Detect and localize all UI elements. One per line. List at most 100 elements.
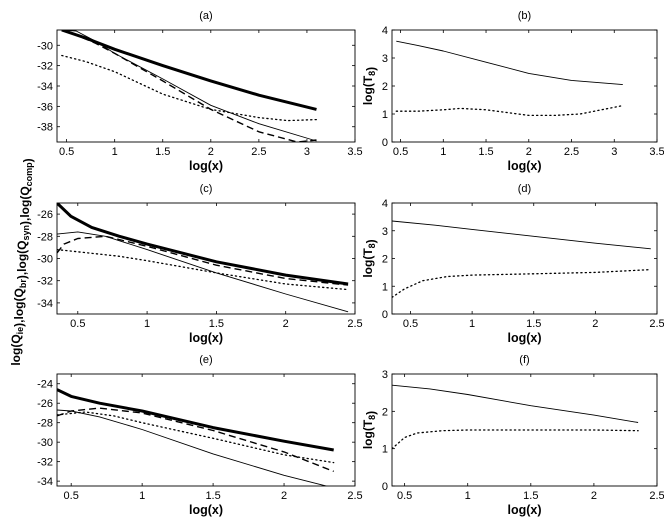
series-dashed-line	[57, 235, 349, 286]
x-axis-label: log(x)	[189, 159, 223, 173]
y-axis-label: log(T8)	[361, 411, 378, 449]
shared-y-axis-label: log(Qie),log(Qbr),log(Qsyn),log(Qcomp)	[9, 158, 35, 365]
x-axis-label: log(x)	[189, 503, 223, 517]
x-tick-label: 1	[465, 490, 471, 502]
y-tick-label: -34	[37, 81, 53, 93]
x-axis-label: log(x)	[507, 331, 541, 345]
x-tick-label: 2	[591, 490, 597, 502]
x-tick-label: 1.5	[526, 318, 541, 330]
series-thick-line	[61, 30, 317, 111]
panel-title: (e)	[199, 354, 212, 366]
y-tick-label: 0	[382, 481, 388, 493]
y-tick-label: 1	[382, 281, 388, 293]
plot-frame	[56, 373, 356, 487]
plot-frame	[391, 373, 658, 487]
panel-6: 0.5 1 1.5 2 2.5 0 1 2 3 (f) log(x) log(T8)	[361, 354, 664, 517]
plot-frame	[391, 202, 658, 315]
panel-title: (c)	[200, 183, 213, 195]
y-tick-label: -32	[37, 61, 53, 73]
x-tick-label: 3	[304, 146, 310, 158]
x-tick-label: 1.5	[209, 318, 224, 330]
y-tick-label: 4	[382, 25, 388, 37]
x-tick-label: 2	[281, 490, 287, 502]
series-dotted-line	[392, 429, 639, 450]
y-tick-label: 2	[382, 254, 388, 266]
y-tick-label: 3	[382, 226, 388, 238]
y-tick-label: -34	[37, 298, 53, 310]
x-tick-label: 1	[440, 146, 446, 158]
x-tick-label: 1.5	[205, 490, 220, 502]
y-tick-label: 3	[382, 53, 388, 65]
y-tick-label: 2	[382, 81, 388, 93]
y-tick-label: -38	[37, 122, 53, 134]
x-tick-label: 2.5	[649, 318, 664, 330]
panel-title: (a)	[199, 10, 212, 22]
series-thin-line	[392, 384, 639, 423]
y-tick-label: 3	[382, 369, 388, 381]
y-tick-label: -34	[37, 476, 53, 488]
x-tick-label: 0.5	[397, 490, 412, 502]
x-tick-label: 3.5	[649, 146, 664, 158]
panel-5: 0.5 1 1.5 2 2.5 -24 -26 -28 -30 -32 -34 (e) log(x)	[37, 354, 363, 517]
series-dashed-line	[57, 407, 334, 473]
y-tick-label: 0	[382, 309, 388, 321]
x-tick-label: 3.5	[347, 146, 362, 158]
panel-title: (b)	[518, 10, 531, 22]
series-thin-line	[396, 40, 623, 86]
y-tick-label: -24	[37, 379, 53, 391]
x-tick-label: 0.5	[393, 146, 408, 158]
y-tick-label: 1	[382, 444, 388, 456]
series-thin-line	[392, 220, 651, 250]
x-tick-label: 3	[611, 146, 617, 158]
y-tick-label: 0	[382, 137, 388, 149]
x-tick-label: 1.5	[523, 490, 538, 502]
x-tick-label: 2	[283, 318, 289, 330]
series-dotted-line	[57, 248, 349, 291]
panel-4: 0.5 1 1.5 2 2.5 0 1 2 3 4 (d) log(x) log(T8)	[361, 183, 664, 345]
y-axis-label: log(T8)	[361, 67, 378, 105]
x-tick-label: 2.5	[347, 490, 362, 502]
series-thin-line	[61, 30, 317, 142]
x-tick-label: 1	[139, 490, 145, 502]
x-tick-label: 1.5	[478, 146, 493, 158]
plot-frame	[391, 29, 658, 143]
x-tick-label: 2.5	[251, 146, 266, 158]
y-tick-label: -30	[37, 254, 53, 266]
x-axis-label: log(x)	[507, 159, 541, 173]
series-thin-line	[57, 231, 349, 313]
y-tick-label: -32	[37, 276, 53, 288]
series-thick-line	[57, 203, 349, 286]
panel-title: (d)	[518, 183, 531, 195]
x-tick-label: 1	[469, 318, 475, 330]
x-tick-label: 2	[526, 146, 532, 158]
x-tick-label: 0.5	[64, 490, 79, 502]
y-tick-label: 2	[382, 406, 388, 418]
y-tick-label: -30	[37, 437, 53, 449]
series-dotted-line	[392, 268, 652, 299]
y-tick-label: -28	[37, 231, 53, 243]
panel-title: (f)	[519, 354, 529, 366]
y-tick-label: -30	[37, 40, 53, 52]
series-thick-line	[57, 388, 334, 452]
y-tick-label: 4	[382, 198, 388, 210]
y-tick-label: 1	[382, 109, 388, 121]
series-thin-line	[57, 409, 329, 486]
y-tick-label: -26	[37, 209, 53, 221]
x-tick-label: 2	[208, 146, 214, 158]
y-tick-label: -28	[37, 418, 53, 430]
panel-1: 0.5 1 1.5 2 2.5 3 3.5 -30 -32 -34 -36 -38 (a) log(x)	[37, 10, 363, 173]
series-dotted-line	[61, 54, 318, 122]
panel-3: 0.5 1 1.5 2 2.5 -26 -28 -30 -32 -34 (c) log(x)	[37, 183, 363, 345]
x-tick-label: 0.5	[403, 318, 418, 330]
y-tick-label: -32	[37, 457, 53, 469]
plots-layer: 0.5 1 1.5 2 2.5 3 3.5-30-32-34-36-38(a)log(x)0…	[37, 10, 664, 517]
x-tick-label: 2.5	[347, 318, 362, 330]
y-tick-label: -26	[37, 398, 53, 410]
x-axis-label: log(x)	[189, 331, 223, 345]
y-axis-label: log(T8)	[361, 239, 378, 277]
x-tick-label: 0.5	[70, 318, 85, 330]
x-tick-label: 1.5	[155, 146, 170, 158]
plot-frame	[56, 29, 356, 143]
x-tick-label: 1	[144, 318, 150, 330]
